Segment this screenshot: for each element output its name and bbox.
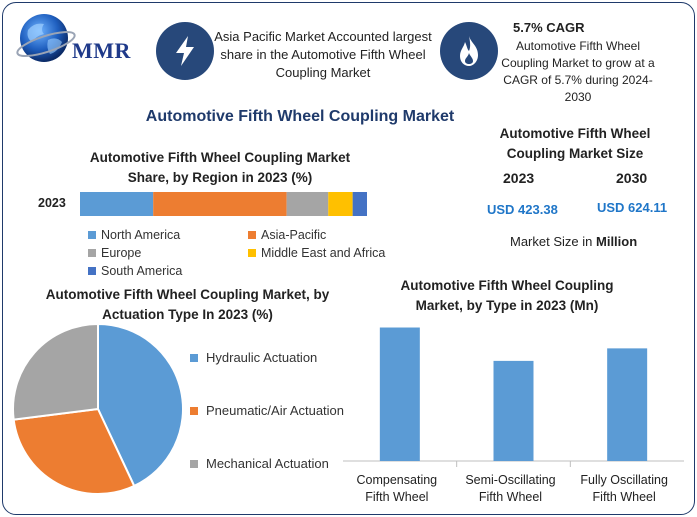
- region-bar-segment-south-america: [352, 192, 367, 216]
- page-title: Automotive Fifth Wheel Coupling Market: [145, 108, 455, 125]
- actuation-chart-title: Automotive Fifth Wheel Coupling Market, …: [45, 287, 330, 322]
- region-bar-segment-north-america: [80, 192, 154, 216]
- market-size-year-2023: 2023: [503, 170, 535, 186]
- globe-icon: [16, 14, 76, 62]
- flame-icon: [460, 36, 478, 66]
- pie-legend-item-mechanical-actuation: Mechanical Actuation: [190, 456, 329, 471]
- legend-swatch: [248, 231, 256, 239]
- type-chart-title: Automotive Fifth Wheel Coupling Market, …: [400, 278, 614, 313]
- legend-label: Middle East and Africa: [261, 246, 386, 260]
- legend-label: Pneumatic/Air Actuation: [206, 403, 345, 418]
- bolt-badge: [156, 22, 214, 80]
- legend-swatch: [190, 406, 198, 415]
- lightning-bolt-icon: [176, 36, 194, 66]
- x-tick-label-line: Semi-Oscillating: [465, 473, 556, 487]
- market-size-title: Automotive Fifth Wheel Coupling Market S…: [499, 126, 651, 161]
- legend-label: North America: [101, 228, 181, 242]
- type-bar-fully-oscillating-fifth-wheel: [607, 348, 648, 461]
- legend-item-asia-pacific: Asia-Pacific: [248, 228, 326, 242]
- unit-label: Million: [596, 234, 638, 249]
- cagr-title: 5.7% CAGR: [513, 20, 585, 35]
- x-tick-label-line: Fully Oscillating: [580, 473, 668, 487]
- legend-swatch: [88, 249, 96, 257]
- market-size-value-2030: USD 624.11: [597, 200, 668, 215]
- legend-item-europe: Europe: [88, 246, 141, 260]
- market-size-year-2030: 2030: [616, 170, 648, 186]
- market-size-unit: Market Size in Million: [510, 234, 637, 249]
- legend-swatch: [88, 267, 96, 275]
- market-size-value-2023: USD 423.38: [487, 202, 558, 217]
- pie-slice-hydraulic-actuation: [97, 322, 184, 488]
- legend-label: South America: [101, 264, 183, 278]
- pie-slice-mechanical-actuation: [12, 322, 99, 421]
- x-tick-label-semi-oscillating-fifth-wheel: Semi-Oscillating Fifth Wheel: [454, 472, 568, 506]
- unit-prefix: Market Size in: [510, 234, 593, 249]
- legend-swatch: [88, 231, 96, 239]
- legend-swatch: [190, 353, 198, 362]
- x-tick-label-line: Fifth Wheel: [478, 490, 543, 504]
- legend-label: Hydraulic Actuation: [206, 350, 318, 365]
- legend-label: Europe: [101, 246, 142, 260]
- legend-swatch: [248, 249, 256, 257]
- x-tick-label-line: Fifth Wheel: [365, 490, 429, 504]
- actuation-legend: Hydraulic Actuation Pneumatic/Air Actuati…: [190, 350, 370, 480]
- type-x-labels: Compensating Fifth Wheel Semi-Oscillating F…: [340, 472, 685, 512]
- legend-item-north-america: North America: [88, 228, 180, 242]
- x-tick-label-line: Fifth Wheel: [592, 490, 656, 504]
- legend-item-middle-east-and-africa: Middle East and Africa: [248, 246, 385, 260]
- region-bar-segment-middle-east-and-africa: [328, 192, 353, 216]
- region-legend: North America Asia-Pacific Europe Middle Ea…: [88, 228, 408, 280]
- pie-legend-item-hydraulic-actuation: Hydraulic Actuation: [190, 350, 317, 365]
- legend-label: Asia-Pacific: [261, 228, 327, 242]
- brand-name: MMR: [72, 38, 131, 63]
- legend-label: Mechanical Actuation: [206, 456, 329, 471]
- region-bar-segment-europe: [286, 192, 329, 216]
- x-tick-label-line: Compensating: [356, 473, 438, 487]
- region-bar-segment-asia-pacific: [153, 192, 287, 216]
- asia-pacific-info: Asia Pacific Market Accounted largest sh…: [214, 29, 432, 80]
- cagr-info: Automotive Fifth Wheel Coupling Market t…: [501, 39, 655, 104]
- mmr-logo: [14, 10, 144, 70]
- region-chart-title: Automotive Fifth Wheel Coupling Market S…: [89, 150, 351, 185]
- pie-legend-item-pneumatic-air-actuation: Pneumatic/Air Actuation: [190, 403, 344, 418]
- type-bar-compensating-fifth-wheel: [379, 327, 420, 461]
- region-bar-category: 2023: [38, 196, 66, 210]
- pie-slice-pneumatic-air-actuation: [12, 407, 136, 495]
- legend-swatch: [190, 459, 198, 468]
- x-tick-label-compensating-fifth-wheel: Compensating Fifth Wheel: [340, 472, 454, 506]
- legend-item-south-america: South America: [88, 264, 182, 278]
- flame-badge: [440, 22, 498, 80]
- x-tick-label-fully-oscillating-fifth-wheel: Fully Oscillating Fifth Wheel: [567, 472, 681, 506]
- type-bar-semi-oscillating-fifth-wheel: [493, 360, 534, 461]
